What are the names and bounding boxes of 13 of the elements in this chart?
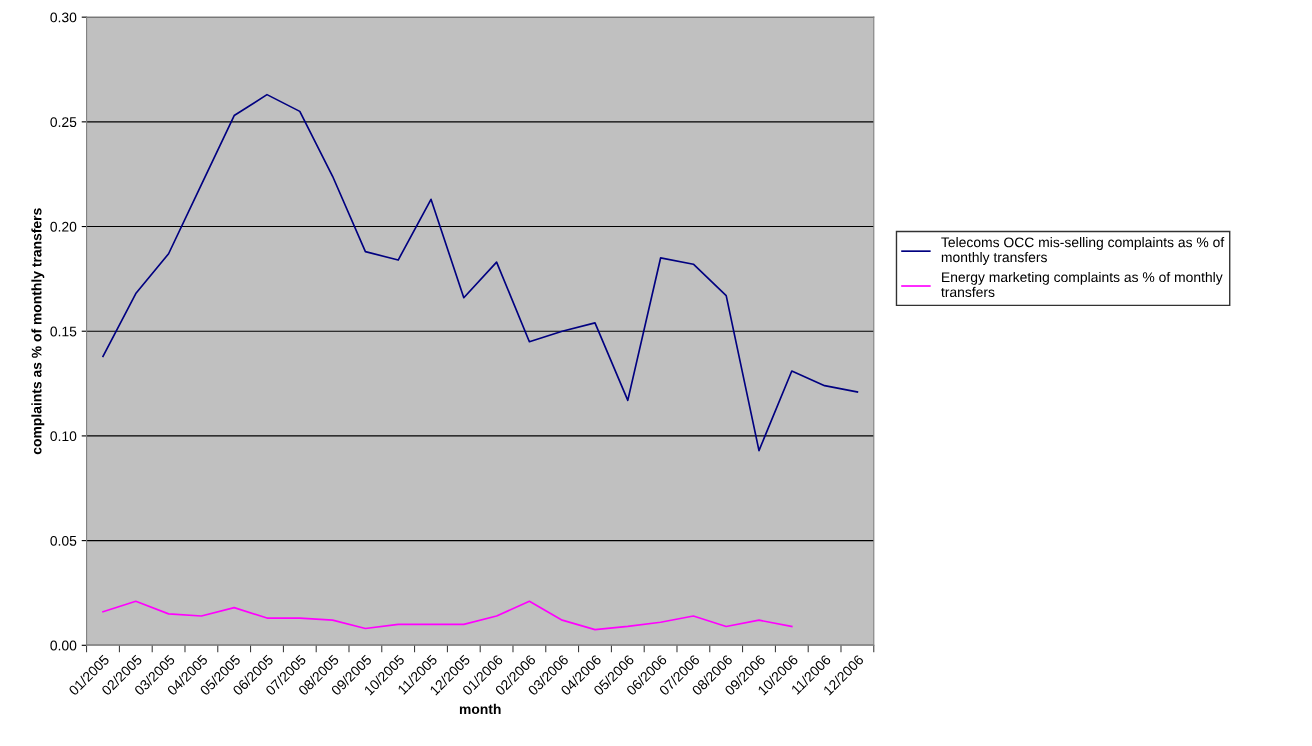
x-axis-title: month [459,703,501,715]
legend-label: Energy marketing complaints as % of monthly transfers [941,271,1223,298]
y-tick-label: 0.05 [50,535,77,546]
line-series [102,600,793,631]
line-series [102,93,859,452]
y-axis-title: complaints as % of monthly transfers [31,208,45,455]
y-tick-label: 0.15 [50,326,77,337]
legend-label: Telecoms OCC mis-selling complaints as % of monthly transfers [941,237,1225,265]
y-tick-label: 0.25 [50,117,77,128]
y-tick-label: 0.10 [50,431,77,442]
y-tick-label: 0.20 [50,221,77,232]
y-tick-label: 0.30 [50,12,77,23]
y-tick-label: 0.00 [50,640,77,651]
